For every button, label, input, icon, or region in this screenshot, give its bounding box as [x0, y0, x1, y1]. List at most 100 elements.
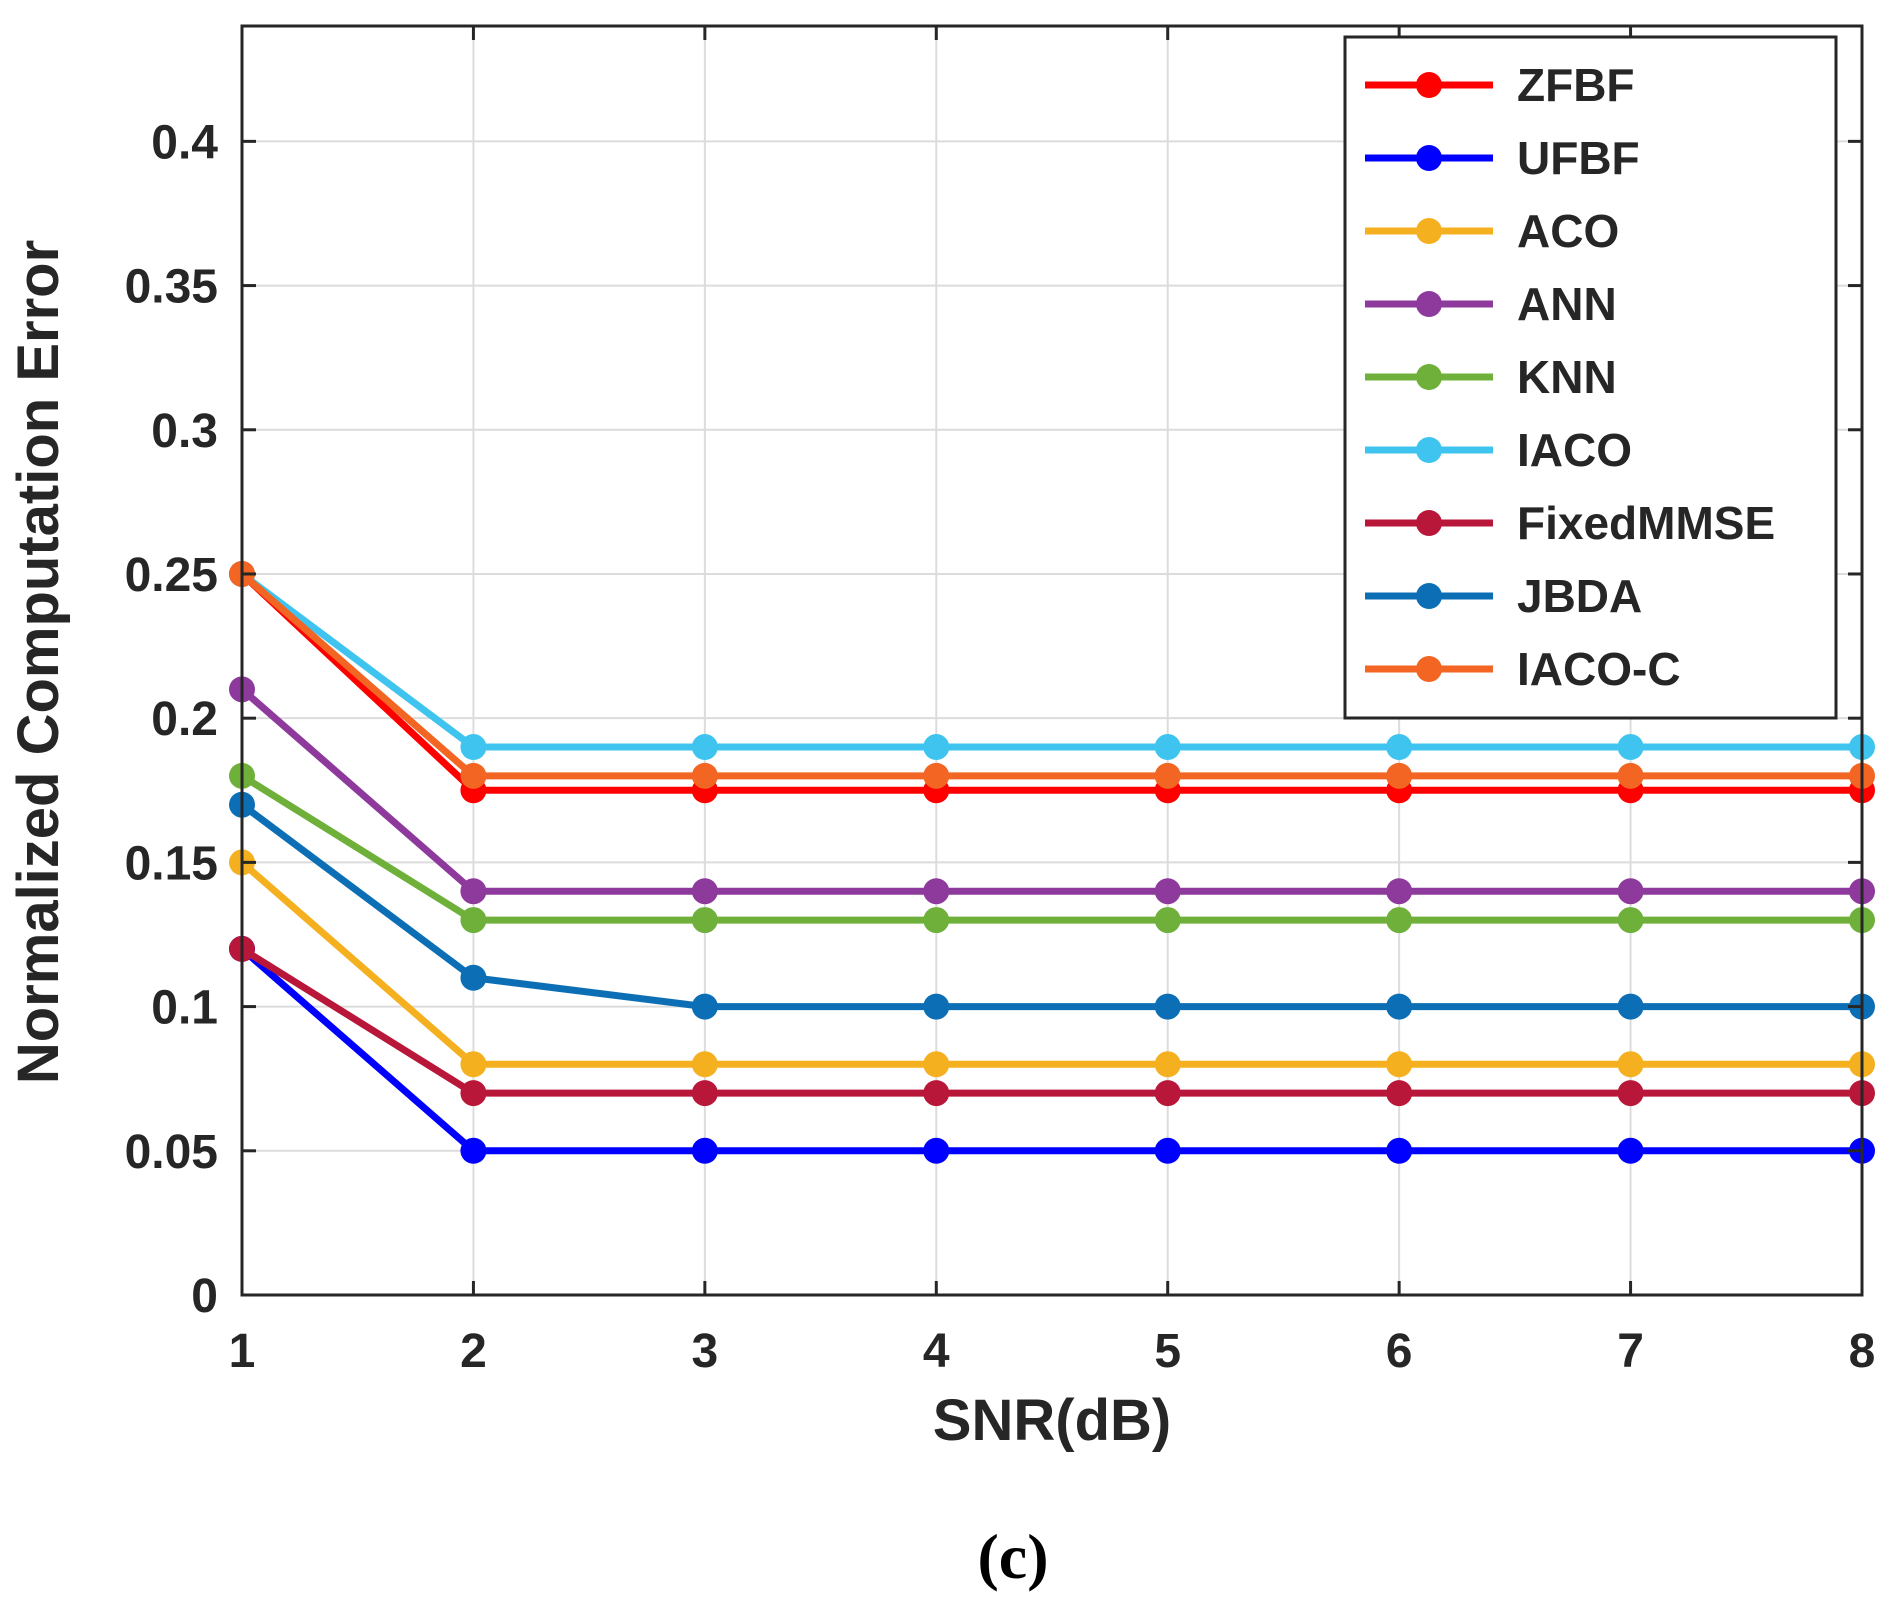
- data-point-iaco-c: [1617, 762, 1644, 789]
- data-point-jbda: [691, 993, 718, 1020]
- data-point-knn: [460, 907, 487, 934]
- data-point-jbda: [1617, 993, 1644, 1020]
- data-point-fixedmmse: [1617, 1080, 1644, 1107]
- data-point-knn: [1617, 907, 1644, 934]
- data-point-aco: [691, 1051, 718, 1078]
- legend-item-fixedmmse: FixedMMSE: [1365, 497, 1775, 549]
- data-point-aco: [460, 1051, 487, 1078]
- data-point-iaco: [460, 734, 487, 761]
- data-point-ufbf: [1154, 1137, 1181, 1164]
- legend-swatch-marker: [1416, 218, 1442, 244]
- legend: ZFBF UFBF ACO ANN KNN IACO FixedMMSE JBDA IACO-C: [1343, 35, 1838, 720]
- x-tick-label: 3: [692, 1325, 719, 1378]
- series-jbda: [229, 791, 1875, 1020]
- series-line-ann: [238, 685, 1866, 895]
- series-line-iaco-c: [238, 570, 1866, 780]
- y-tick-label: 0: [191, 1270, 218, 1323]
- legend-label: JBDA: [1517, 570, 1642, 622]
- data-point-iaco-c: [923, 762, 950, 789]
- series-ufbf: [229, 935, 1875, 1164]
- data-point-ann: [460, 878, 487, 905]
- data-point-ufbf: [691, 1137, 718, 1164]
- series-line-ufbf: [238, 945, 1866, 1155]
- data-point-aco: [1386, 1051, 1413, 1078]
- data-point-ufbf: [923, 1137, 950, 1164]
- legend-swatch-marker: [1416, 364, 1442, 390]
- x-tick-label: 6: [1386, 1325, 1413, 1378]
- data-point-jbda: [1154, 993, 1181, 1020]
- data-point-jbda: [923, 993, 950, 1020]
- data-point-aco: [1154, 1051, 1181, 1078]
- data-point-iaco: [1154, 734, 1181, 761]
- series-knn: [229, 762, 1875, 934]
- y-tick-label: 0.15: [125, 837, 218, 890]
- data-point-knn: [1154, 907, 1181, 934]
- data-point-iaco: [1386, 734, 1413, 761]
- legend-label: IACO: [1517, 424, 1632, 476]
- legend-item-ufbf: UFBF: [1365, 132, 1640, 184]
- series-layer: [229, 560, 1875, 1164]
- data-point-ann: [691, 878, 718, 905]
- data-point-ann: [923, 878, 950, 905]
- data-point-jbda: [460, 964, 487, 991]
- legend-swatch-marker: [1416, 72, 1442, 98]
- x-tick-label: 4: [923, 1325, 950, 1378]
- x-tick-label: 5: [1154, 1325, 1181, 1378]
- legend-swatch-marker: [1416, 583, 1442, 609]
- data-point-knn: [923, 907, 950, 934]
- legend-label: ANN: [1517, 278, 1617, 330]
- series-line-zfbf: [238, 570, 1866, 794]
- x-axis-title: SNR(dB): [933, 1388, 1171, 1453]
- data-point-jbda: [1386, 993, 1413, 1020]
- x-tick-label: 8: [1849, 1325, 1876, 1378]
- x-tick-label: 1: [229, 1325, 256, 1378]
- y-tick-label: 0.25: [125, 549, 218, 602]
- data-point-ann: [1154, 878, 1181, 905]
- data-point-ufbf: [460, 1137, 487, 1164]
- data-point-knn: [1386, 907, 1413, 934]
- legend-label: IACO-C: [1517, 643, 1681, 695]
- legend-swatch-marker: [1416, 291, 1442, 317]
- series-line-iaco: [238, 570, 1866, 751]
- series-line-jbda: [238, 801, 1866, 1011]
- legend-item-zfbf: ZFBF: [1365, 59, 1635, 111]
- series-line-aco: [238, 858, 1866, 1068]
- series-aco: [229, 849, 1875, 1078]
- legend-swatch-marker: [1416, 656, 1442, 682]
- y-tick-label: 0.05: [125, 1126, 218, 1179]
- legend-item-aco: ACO: [1365, 205, 1619, 257]
- legend-swatch-marker: [1416, 145, 1442, 171]
- data-point-fixedmmse: [1386, 1080, 1413, 1107]
- data-point-fixedmmse: [1154, 1080, 1181, 1107]
- legend-label: ZFBF: [1517, 59, 1635, 111]
- legend-swatch-marker: [1416, 437, 1442, 463]
- series-iaco-c: [229, 560, 1875, 789]
- data-point-fixedmmse: [691, 1080, 718, 1107]
- legend-label: UFBF: [1517, 132, 1640, 184]
- axis-ticks: 1 2 3 4 5 6 7 8 0 0.05 0.1 0.15 0.2 0.25 0.3 0.35 0.4: [125, 26, 1876, 1378]
- data-point-fixedmmse: [923, 1080, 950, 1107]
- y-tick-label: 0.35: [125, 261, 218, 314]
- data-point-ann: [1617, 878, 1644, 905]
- data-point-aco: [923, 1051, 950, 1078]
- data-point-iaco: [923, 734, 950, 761]
- y-tick-label: 0.3: [151, 405, 218, 458]
- figure-caption: (c): [977, 1521, 1048, 1592]
- data-point-iaco-c: [460, 762, 487, 789]
- y-tick-label: 0.1: [151, 982, 218, 1035]
- data-point-iaco-c: [691, 762, 718, 789]
- legend-item-knn: KNN: [1365, 351, 1617, 403]
- series-line-fixedmmse: [238, 945, 1866, 1097]
- legend-label: FixedMMSE: [1517, 497, 1775, 549]
- data-point-knn: [691, 907, 718, 934]
- data-point-ufbf: [1617, 1137, 1644, 1164]
- legend-item-iaco: IACO: [1365, 424, 1632, 476]
- data-point-iaco: [1617, 734, 1644, 761]
- legend-label: KNN: [1517, 351, 1617, 403]
- data-point-iaco: [691, 734, 718, 761]
- plot-frame: [240, 24, 1864, 1297]
- legend-item-iaco-c: IACO-C: [1365, 643, 1681, 695]
- legend-item-ann: ANN: [1365, 278, 1617, 330]
- legend-swatch-marker: [1416, 510, 1442, 536]
